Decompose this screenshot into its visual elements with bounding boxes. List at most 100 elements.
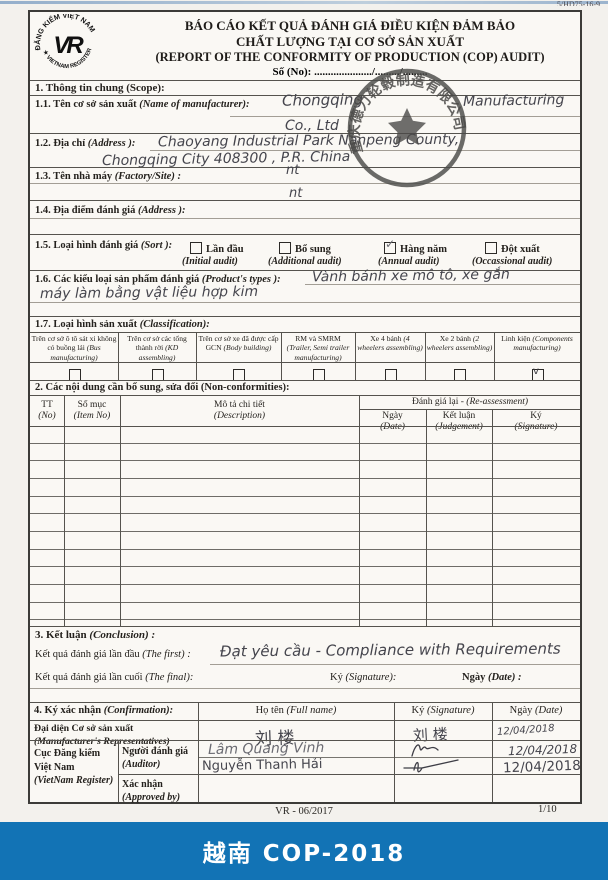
col-date-header: Ngày (Date) [380,411,405,433]
table-row [30,567,580,585]
col-judge-header: Kết luận (Judgement) [435,411,483,433]
svg-text:VR: VR [53,32,84,59]
product-types-handwriting-2: máy làm bằng vật liệu hợp kim [39,283,259,303]
field-1-7-label-en: (Classification): [139,319,210,330]
auditor1-signature-scribble [411,744,439,757]
nonconformities-empty-rows [30,426,580,637]
classification-col-1: Trên cơ sở ô tô sát xi không có buồng lá… [31,334,117,362]
manufacturer-name-handwriting-2: Manufacturing [462,92,565,110]
table-row [30,479,580,497]
col-sign-header: Ký (Signature) [514,411,558,433]
table-row [30,532,580,550]
page-number: 1/10 [538,804,557,815]
first-result-label-en: (The first) : [142,649,191,660]
bottom-banner: 越南 COP-2018 [0,822,608,880]
option-annual-audit: ✓ Hàng năm [384,237,447,255]
field-1-6-label-en: (Product's types ): [201,274,281,285]
table-row [30,497,580,515]
checkbox-annual: ✓ [384,237,396,255]
table-row [30,461,580,479]
final-sign-label-en: (Signature): [345,672,397,683]
classification-col-3: Trên cơ sở xe đã được cấp GCN (Body buil… [198,334,279,353]
col-tt-header: TT (No) [38,400,56,422]
factory-site-handwriting-2: nt [289,186,303,201]
auditor-label-en: (Auditor) [122,759,161,770]
checkbox-additional [279,242,291,255]
classification-checkbox-7: v [532,366,544,384]
field-1-4-label-en: (Address ): [137,205,186,216]
report-form: ĐĂNG KIỂM VIỆT NAM ★ VIETNAM REGISTER ★ … [28,9,582,804]
checkbox-initial [190,242,202,255]
option-occasional-audit: Đột xuất [485,239,540,257]
field-1-2-label-en: (Address ): [87,138,136,149]
company-stamp-icon: 重庆德力轮毂制造有限公司 [346,68,467,188]
final-date-label-vn: Ngày [462,672,486,683]
col-signature-header: Ký (Signature) [411,705,475,716]
classification-checkbox-6 [454,366,466,384]
option-occasional-audit-en: (Occassional audit) [472,256,553,267]
vr-label-en: (VietNam Register) [34,775,114,786]
vr-logo-icon: ĐĂNG KIỂM VIỆT NAM ★ VIETNAM REGISTER ★ … [30,9,97,70]
table-row [30,426,580,444]
classification-col-5: Xe 4 bánh (4 wheelers assembling) [357,334,423,353]
auditor1-date-handwriting: 12/04/2018 [507,741,578,759]
field-1-3-label-en: (Factory/Site) : [114,171,181,182]
report-title-en: (REPORT OF THE CONFORMITY OF PRODUCTION … [155,50,545,64]
table-row [30,585,580,603]
scan-artifact-line [0,1,608,4]
report-title-vn-2: CHẤT LƯỢNG TẠI CƠ SỞ SẢN XUẤT [235,34,465,49]
classification-col-2: Trên cơ sở các tổng thành rời (KD assemb… [127,334,187,362]
final-result-label-en: (The final): [145,672,194,683]
table-row [30,550,580,568]
classification-col-4: RM và SMRM (Trailer, Semi trailer manufa… [286,334,350,362]
field-1-4-label-vn: 1.4. Địa điểm đánh giá [35,205,136,216]
vr-label-vn: Cục Đăng kiểm Việt Nam [34,748,101,773]
field-1-1-label-vn: 1.1. Tên cơ sở sản xuất [35,99,137,110]
section3-heading-vn: 3. Kết luận [35,629,87,641]
final-date-label-en: (Date) : [487,672,522,683]
approved-label-vn: Xác nhận [122,779,163,790]
col-desc-header: Mô tả chi tiết (Description) [213,400,266,422]
manufacturer-rep-label-vn: Đại diện Cơ sở sản xuất [34,723,134,734]
field-1-6-label-vn: 1.6. Các kiểu loại sản phẩm đánh giá [35,274,200,285]
final-result-label-vn: Kết quả đánh giá lần cuối [35,672,143,683]
option-additional-audit-en: (Additional audit) [268,256,342,267]
stamp-star [388,108,426,146]
option-annual-audit-en: (Annual audit) [378,256,440,267]
table-row [30,444,580,462]
form-code: VR - 06/2017 [275,806,333,817]
section2-heading: 2. Các nội dung cần bổ sung, sửa đổi (No… [35,382,290,393]
section1-heading: 1. Thông tin chung (Scope): [35,82,165,94]
table-row [30,603,580,621]
field-1-2-label-vn: 1.2. Địa chỉ [35,138,86,149]
checkbox-occasional [485,242,497,255]
section4-heading-vn: 4. Ký xác nhận [34,705,102,716]
field-1-5-label-en: (Sort ): [140,240,173,251]
banner-title: 越南 COP-2018 [202,841,406,867]
col-date-header-s4: Ngày (Date) [509,705,563,716]
classification-checkbox-4 [313,366,325,384]
report-title-vn-1: BÁO CÁO KẾT QUẢ ĐÁNH GIÁ ĐIỀU KIỆN ĐẢM B… [184,18,516,33]
auditor2-signature-scribble [403,759,459,773]
option-additional-audit: Bổ sung [279,239,331,257]
approved-label-en: (Approved by) [122,792,181,803]
reassessment-header: Đánh giá lại - (Re-assessment) [411,397,529,407]
col-fullname-header: Họ tên (Full name) [255,705,337,716]
auditor1-name-handwriting: Lâm Quang Vinh [207,739,325,759]
classification-col-6: Xe 2 bánh (2 wheelers assembling) [426,334,493,353]
option-initial-audit-en: (Initial audit) [182,256,238,267]
first-result-label-vn: Kết quả đánh giá lần đầu [35,649,140,660]
final-sign-label-vn: Ký [330,672,343,683]
col-item-header: Số mục (Item No) [73,400,111,422]
section3-heading-en: (Conclusion) : [89,629,156,641]
vietnam-register-logo: ĐĂNG KIỂM VIỆT NAM ★ VIETNAM REGISTER ★ … [30,9,101,78]
manufacturer-name-handwriting-3: Co., Ltd [285,118,339,134]
field-1-7-label-vn: 1.7. Loại hình sản xuất [35,319,138,330]
classification-col-7: Linh kiện (Components manufacturing) [501,334,573,353]
section4-heading-en: (Confirmation): [103,705,174,716]
corner-note: 5/HD75-16-9 [556,0,600,6]
field-1-5-label-vn: 1.5. Loại hình đánh giá [35,240,139,251]
field-1-3-label-vn: 1.3. Tên nhà máy [35,171,113,182]
option-initial-audit: Lần đầu [190,239,244,257]
